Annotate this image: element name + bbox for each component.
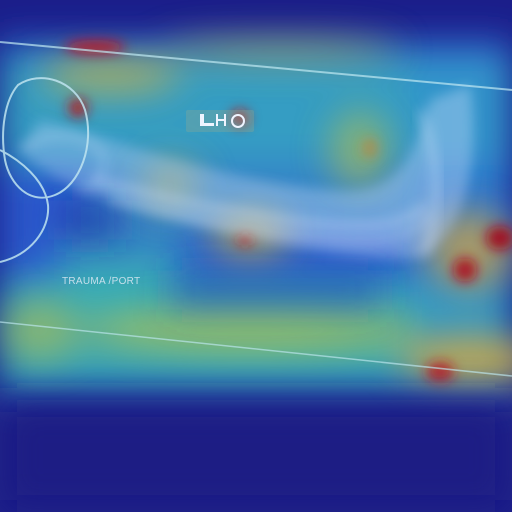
heat-dark-lower <box>0 200 512 512</box>
trauma-port-label: TRAUMA /PORT <box>62 276 141 287</box>
film-edge-top <box>0 41 512 91</box>
side-marker-icon <box>200 114 245 128</box>
tube-loops <box>0 77 90 263</box>
forearm-xray <box>18 85 474 259</box>
film-edge-bottom <box>0 321 512 377</box>
side-marker-plate <box>186 110 254 132</box>
